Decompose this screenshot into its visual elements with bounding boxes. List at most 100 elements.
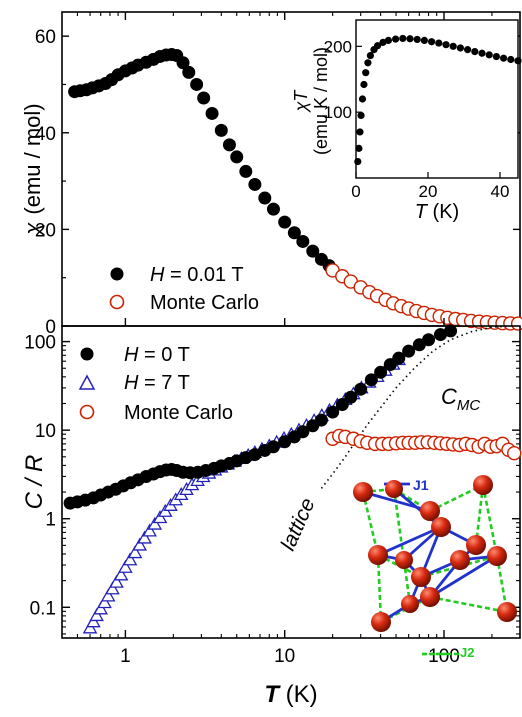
inset-x-tick-label: 40 — [491, 182, 510, 201]
legend-label-h0: H = 0 T — [124, 344, 190, 366]
chiT-point — [379, 38, 387, 46]
legend-label-h001: H = 0.01 T — [150, 264, 244, 286]
chiT-point — [406, 35, 414, 43]
chi-point — [278, 215, 292, 229]
bottom-legend: H = 0 T H = 7 T Monte Carlo — [78, 344, 233, 424]
c-h7-point — [127, 545, 143, 559]
chiT-point — [384, 36, 392, 45]
c-h7-point — [137, 530, 152, 544]
c-h0-point — [314, 413, 328, 427]
chiT-point — [507, 55, 515, 64]
lattice-structure-illustration: J1 J2 — [353, 475, 517, 660]
inset-ticks: 0 20 40 100 200 — [324, 37, 510, 201]
chiT-point — [435, 39, 443, 47]
chiT-point — [514, 57, 522, 65]
bottom-y-tick-label: 1 — [45, 510, 56, 531]
c-h0-point — [278, 435, 292, 449]
chiT-point — [420, 36, 428, 45]
c-h0-point — [402, 344, 416, 358]
c-h0-point — [344, 390, 358, 404]
chiT-point — [442, 41, 450, 49]
chiT-point — [456, 44, 464, 52]
chiT-point — [478, 49, 486, 57]
chi-point — [214, 123, 228, 137]
c-h7-point — [109, 574, 124, 588]
chiT-point — [360, 80, 368, 89]
inset-plot-frame — [355, 19, 519, 179]
c-h0-point — [422, 333, 436, 347]
chi-point — [239, 164, 253, 178]
chiT-point — [356, 128, 364, 136]
c-h0-point — [296, 425, 310, 439]
c-h7-point — [142, 523, 157, 537]
bottom-y-tick-label: 100 — [24, 333, 56, 354]
inset-panel: 0 20 40 100 200 χT (emu K / mol) T (K) — [291, 19, 522, 223]
chiT-point — [399, 34, 407, 43]
chi-point — [197, 91, 211, 105]
c-mc-point — [507, 445, 522, 461]
inset-y-axis-unit: (emu K / mol) — [311, 47, 331, 155]
bottom-panel: 0.1 1 10 100 1 10 100 C / R T (K) H = 0 T H =… — [21, 12, 522, 708]
chi-point — [230, 150, 244, 164]
bottom-y-ticks: 0.1 1 10 100 — [24, 333, 520, 635]
j1-legend-label: J1 — [413, 477, 429, 493]
chiT-point — [358, 95, 367, 103]
top-y-axis-label: χ(emu / mol) — [20, 103, 45, 236]
c-h7-point — [147, 516, 163, 530]
c-h7-point — [100, 588, 116, 602]
top-y-tick-label: 40 — [35, 124, 56, 145]
c-h0-point — [374, 365, 388, 379]
chi-point — [190, 77, 204, 91]
chiT-point — [485, 51, 493, 59]
chiT-point — [413, 35, 421, 44]
lattice-curve — [320, 325, 511, 489]
c-h0-point — [364, 373, 378, 387]
bottom-y-axis-label: C / R — [21, 455, 48, 510]
c-h0-point — [248, 448, 262, 462]
c-h7-point — [113, 567, 129, 581]
chiT-point — [357, 111, 365, 120]
chiT-point — [449, 42, 457, 50]
chi-point — [287, 226, 301, 240]
c-h7-point — [132, 537, 147, 551]
c-h7-point — [152, 510, 168, 524]
legend-marker-mc-bottom — [79, 404, 95, 420]
chi-point — [296, 234, 310, 248]
bottom-data-points — [63, 324, 522, 634]
chi-point — [205, 106, 219, 120]
bottom-y-tick-label: 10 — [35, 421, 56, 442]
top-legend: H = 0.01 T Monte Carlo — [109, 264, 259, 314]
chi-point — [306, 244, 320, 258]
inset-x-axis-label: T (K) — [415, 201, 459, 223]
chiT-point — [364, 59, 372, 67]
bottom-x-tick-label: 10 — [274, 646, 295, 667]
inset-x-tick-label: 20 — [419, 182, 438, 201]
chiT-point — [374, 42, 382, 50]
chi-point — [182, 65, 196, 79]
c-h0-point — [354, 382, 368, 396]
legend-label-h7: H = 7 T — [124, 372, 190, 394]
top-y-tick-label: 60 — [35, 27, 56, 48]
c-h0-point — [433, 328, 447, 342]
inset-data-points — [354, 34, 522, 166]
bottom-x-tick-label: 100 — [428, 646, 460, 667]
chiT-point — [471, 48, 479, 56]
top-y-tick-label: 0 — [45, 317, 56, 338]
legend-marker-h0 — [80, 347, 94, 361]
c-h7-point — [97, 595, 112, 609]
chiT-point — [362, 69, 370, 77]
inset-y-tick-label: 100 — [324, 103, 352, 122]
top-y-tick-label: 20 — [35, 220, 56, 241]
inset-y-axis-symbol: χT — [291, 89, 311, 114]
c-h7-point — [93, 601, 108, 615]
bottom-y-tick-label: 0.1 — [30, 598, 56, 619]
legend-label-mc-top: Monte Carlo — [150, 292, 259, 314]
c-h0-point — [392, 351, 406, 365]
legend-marker-h7 — [78, 374, 96, 390]
bottom-x-axis-label: T (K) — [264, 681, 317, 708]
cmc-annotation: CMC — [441, 384, 480, 414]
inset-x-tick-label: 0 — [351, 182, 360, 201]
c-h0-point — [266, 440, 280, 454]
c-h7-point — [86, 614, 101, 628]
